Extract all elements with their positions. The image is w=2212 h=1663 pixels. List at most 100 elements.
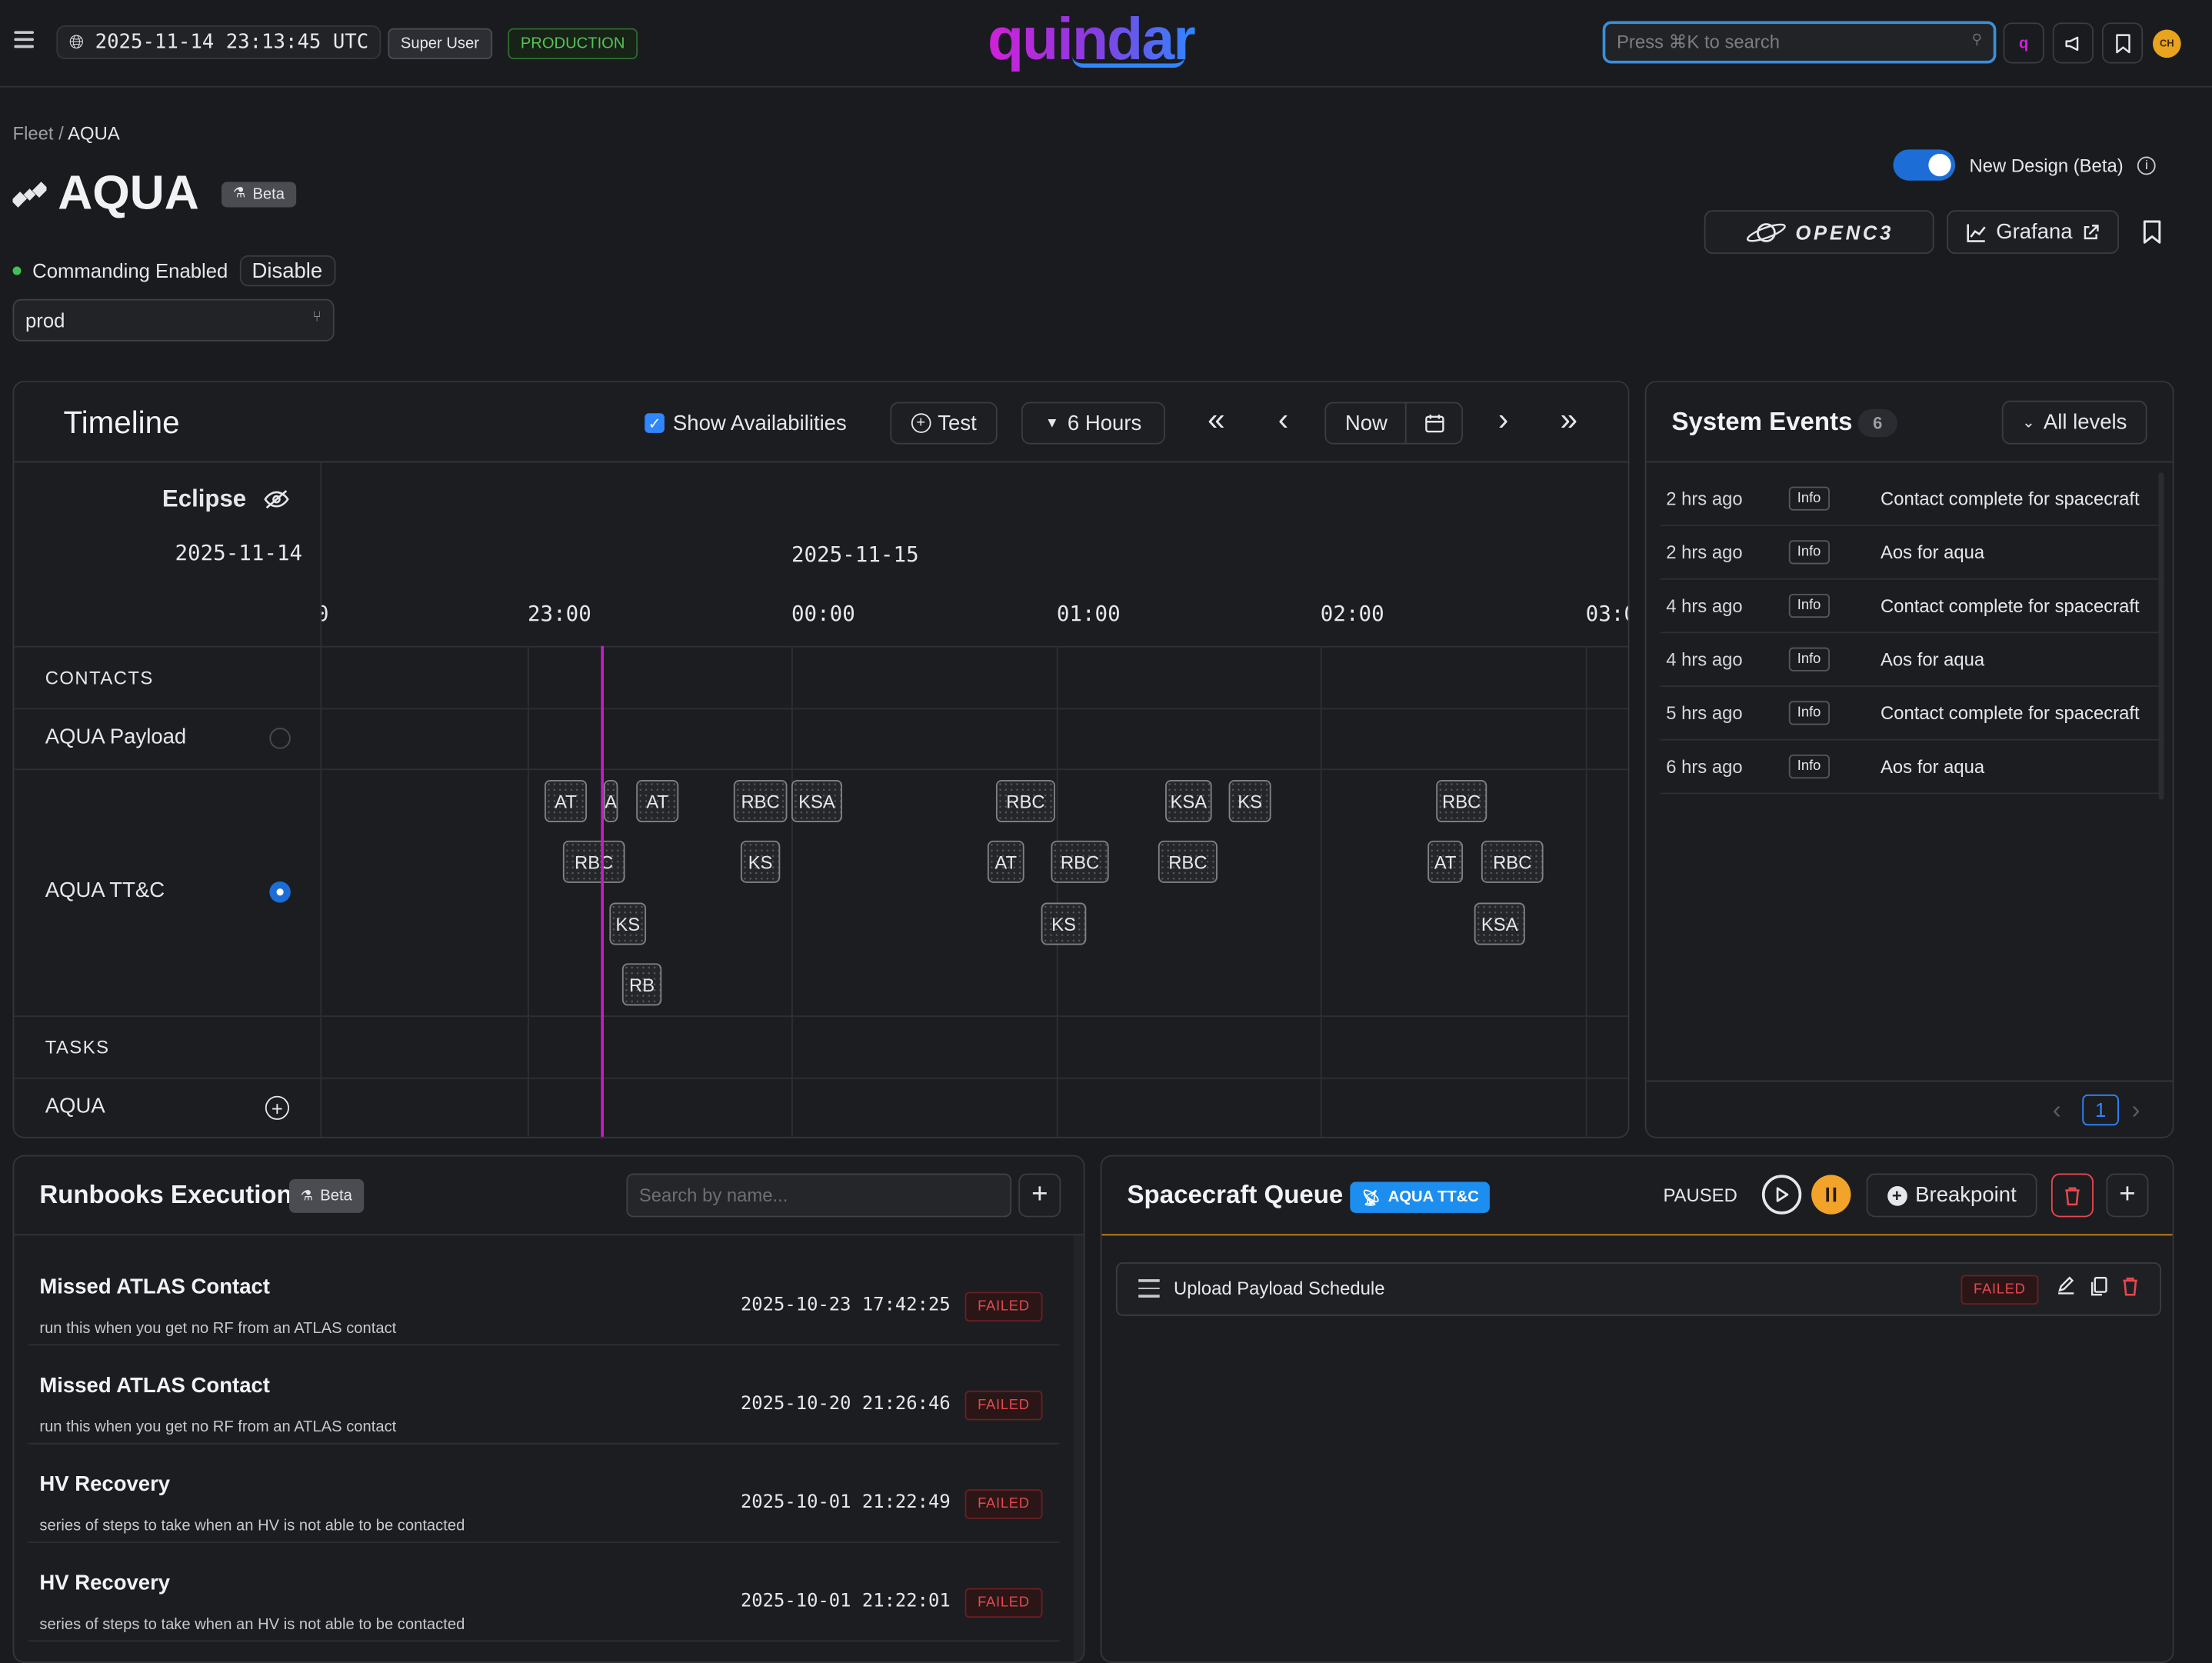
announcements-button[interactable] (2052, 22, 2094, 64)
add-task-button[interactable]: + (265, 1095, 290, 1120)
copy-icon[interactable] (2089, 1276, 2107, 1303)
runbooks-panel: Runbooks Execution ⚗ Beta Search by name… (12, 1155, 1085, 1663)
event-row[interactable]: 2 hrs ago Info Aos for aqua (1660, 526, 2161, 580)
step-back-button[interactable]: ‹ (1278, 402, 1301, 445)
contact-block[interactable]: A (604, 779, 618, 822)
now-button[interactable]: Now (1324, 402, 1408, 445)
global-search-input[interactable]: Press ⌘K to search ⚲ (1602, 21, 1997, 64)
beta-label: Beta (320, 1187, 352, 1205)
spacecraft-badge[interactable]: 📡︎ AQUA TT&C (1350, 1181, 1491, 1213)
pause-icon (1826, 1187, 1837, 1202)
show-availabilities-control[interactable]: ✓ Show Availabilities (645, 402, 847, 445)
external-link-icon (2084, 224, 2099, 239)
status-badge: FAILED (964, 1489, 1043, 1519)
eclipse-toggle[interactable]: Eclipse (162, 485, 288, 514)
event-message: Aos for aqua (1880, 755, 1985, 778)
play-button[interactable] (1761, 1175, 1802, 1215)
contact-block[interactable]: AT (987, 840, 1024, 883)
grafana-label: Grafana (1996, 220, 2073, 245)
contact-block[interactable]: RB (621, 963, 662, 1006)
breadcrumb-separator: / (58, 122, 64, 145)
contact-block[interactable]: RBC (995, 779, 1055, 822)
event-row[interactable]: 4 hrs ago Info Contact complete for spac… (1660, 580, 2161, 634)
jump-back-button[interactable]: « (1208, 402, 1236, 445)
breadcrumb-current: AQUA (68, 122, 120, 145)
disable-commanding-button[interactable]: Disable (238, 255, 335, 287)
environment-badge: PRODUCTION (508, 28, 638, 60)
runbook-item[interactable]: HV Recovery series of steps to take when… (28, 1445, 1060, 1543)
openc3-planet-icon (1746, 222, 1786, 242)
add-queue-item-button[interactable]: + (2106, 1173, 2149, 1218)
contact-block[interactable]: RBC (562, 840, 625, 883)
events-scrollbar[interactable] (2158, 472, 2164, 800)
runbook-title: Missed ATLAS Contact (39, 1275, 270, 1299)
event-row[interactable]: 2 hrs ago Info Contact complete for spac… (1660, 472, 2161, 526)
quindar-assistant-button[interactable]: q (2003, 22, 2044, 64)
contact-block[interactable]: AT (1427, 840, 1464, 883)
contact-block[interactable]: RBC (1158, 840, 1218, 883)
checkbox-checked-icon[interactable]: ✓ (645, 413, 665, 433)
queue-item[interactable]: Upload Payload Schedule FAILED (1115, 1262, 2161, 1316)
row-label-aqua-payload: AQUA Payload (45, 725, 187, 749)
search-placeholder: Press ⌘K to search (1616, 31, 1781, 52)
new-design-toggle[interactable] (1893, 149, 1956, 181)
runbook-item[interactable]: HV Recovery series of steps to take when… (28, 1543, 1060, 1642)
runbook-item[interactable]: Missed ATLAS Contact run this when you g… (28, 1247, 1060, 1346)
contact-block[interactable]: KS (1228, 779, 1271, 822)
contact-block[interactable]: KSA (791, 779, 843, 822)
drag-handle-icon[interactable] (1138, 1279, 1160, 1298)
bookmarks-button[interactable] (2101, 22, 2144, 64)
runbook-search-input[interactable]: Search by name... (626, 1173, 1012, 1218)
breadcrumb-fleet[interactable]: Fleet (12, 122, 54, 145)
event-message: Contact complete for spacecraft (1880, 702, 2140, 724)
contact-block[interactable]: AT (636, 779, 679, 822)
openc3-button[interactable]: OPENC3 (1704, 210, 1934, 255)
info-icon[interactable]: i (2137, 155, 2156, 175)
grafana-button[interactable]: Grafana (1947, 210, 2119, 255)
chevron-left-icon: ‹ (2052, 1095, 2061, 1125)
contact-block[interactable]: KS (740, 840, 781, 883)
date-picker-button[interactable] (1404, 402, 1464, 445)
breakpoint-button[interactable]: + Breakpoint (1866, 1173, 2037, 1218)
trash-icon[interactable] (2122, 1276, 2139, 1303)
runbooks-scrollbar[interactable] (1073, 1235, 1084, 1661)
level-filter-dropdown[interactable]: ⌄ All levels (2001, 400, 2147, 445)
environment-value: prod (25, 308, 65, 332)
pause-button[interactable] (1811, 1175, 1851, 1215)
step-forward-button[interactable]: › (1498, 402, 1521, 445)
contact-block[interactable]: RBC (1051, 840, 1109, 883)
contact-block[interactable]: KSA (1165, 779, 1212, 822)
event-row[interactable]: 6 hrs ago Info Aos for aqua (1660, 741, 2161, 795)
range-select[interactable]: ▼ 6 Hours (1021, 402, 1166, 445)
runbook-item[interactable]: Missed ATLAS Contact run this when you g… (28, 1345, 1060, 1445)
user-avatar[interactable]: CH (2152, 29, 2181, 58)
edit-icon[interactable] (2057, 1276, 2075, 1303)
hour-grid-line (1056, 645, 1058, 1137)
menu-icon[interactable] (14, 31, 35, 48)
environment-select[interactable]: prod ⑂ (12, 298, 335, 342)
add-runbook-button[interactable]: + (1018, 1173, 1061, 1218)
runbook-title: HV Recovery (39, 1571, 171, 1595)
double-chevron-left-icon: « (1208, 402, 1225, 438)
clock-text: 2025-11-14 23:13:45 UTC (95, 31, 369, 54)
contact-block[interactable]: KS (609, 902, 647, 945)
row-radio-aqua-payload[interactable] (269, 728, 291, 749)
clear-queue-button[interactable] (2050, 1173, 2094, 1218)
satellite-icon (12, 181, 47, 207)
contact-block[interactable]: KS (1041, 902, 1087, 945)
next-page-button[interactable]: › (2131, 1096, 2140, 1126)
contact-block[interactable]: RBC (733, 779, 788, 822)
row-radio-aqua-ttc[interactable] (269, 881, 291, 903)
test-button[interactable]: + Test (890, 402, 998, 445)
bookmark-icon[interactable] (2143, 220, 2161, 244)
contact-block[interactable]: RBC (1436, 779, 1487, 822)
page-number-button[interactable]: 1 (2082, 1094, 2119, 1126)
show-availabilities-label: Show Availabilities (672, 411, 847, 435)
prev-page-button[interactable]: ‹ (2053, 1096, 2061, 1126)
contact-block[interactable]: AT (545, 779, 588, 822)
event-row[interactable]: 4 hrs ago Info Aos for aqua (1660, 633, 2161, 687)
contact-block[interactable]: RBC (1481, 840, 1544, 883)
jump-forward-button[interactable]: » (1561, 402, 1589, 445)
event-row[interactable]: 5 hrs ago Info Contact complete for spac… (1660, 687, 2161, 741)
contact-block[interactable]: KSA (1474, 902, 1525, 945)
